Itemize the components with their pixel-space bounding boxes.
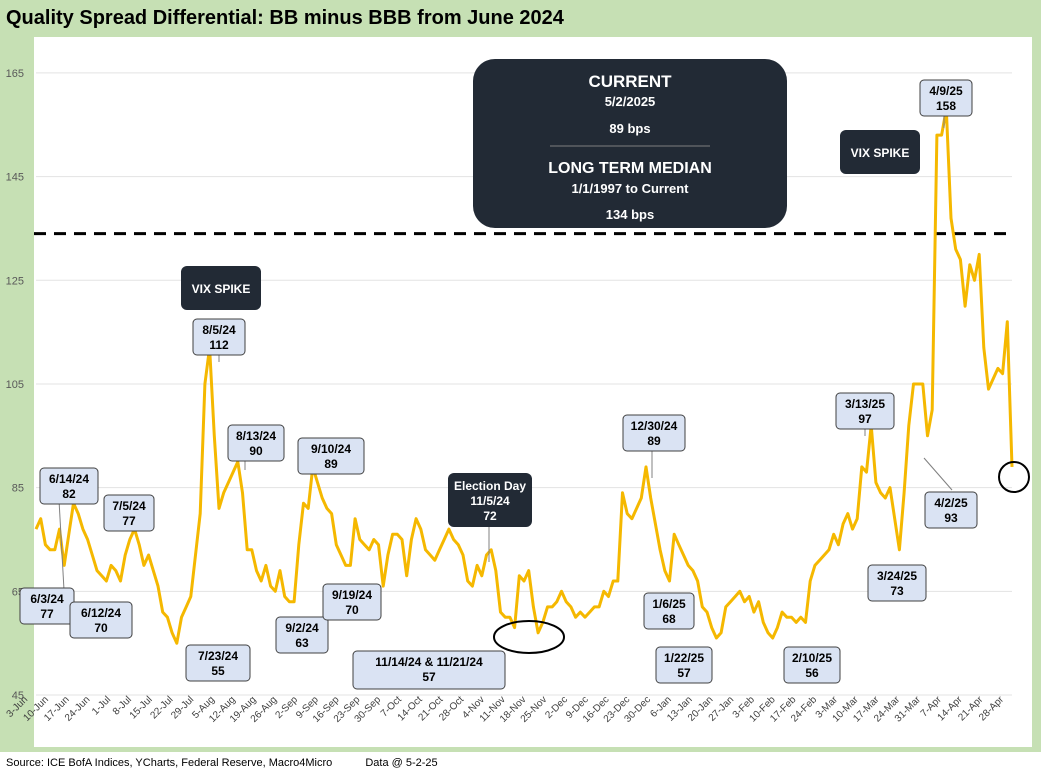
source-note: Source: ICE BofA Indices, YCharts, Feder… — [6, 757, 333, 769]
data-date: Data @ 5-2-25 — [365, 757, 438, 769]
current-label: CURRENT — [588, 72, 672, 91]
callout-date: 2/10/25 — [792, 651, 832, 665]
callout-date: 9/19/24 — [332, 588, 372, 602]
y-tick-label: 45 — [12, 690, 24, 702]
median-label: LONG TERM MEDIAN — [548, 160, 712, 177]
current-date: 5/2/2025 — [605, 94, 656, 109]
x-tick-label: 28-Apr — [977, 694, 1006, 723]
callout-date: 6/12/24 — [81, 606, 121, 620]
info-box: CURRENT 5/2/2025 89 bps LONG TERM MEDIAN… — [473, 59, 787, 228]
x-tick-label: 2-Sep — [273, 694, 300, 721]
callout-value: 89 — [324, 457, 338, 471]
callout-date: 8/13/24 — [236, 429, 276, 443]
chart-title: Quality Spread Differential: BB minus BB… — [6, 7, 564, 29]
x-tick-label: 15-Jul — [128, 694, 155, 721]
callout-date: 1/22/25 — [664, 651, 704, 665]
y-tick-label: 165 — [6, 68, 24, 80]
series-line — [34, 107, 1014, 645]
callout-date: 8/5/24 — [202, 323, 236, 337]
y-tick-label: 105 — [6, 379, 24, 391]
callout-date: 7/5/24 — [112, 499, 146, 513]
callout-date: 1/6/25 — [652, 597, 686, 611]
y-tick-label: 145 — [6, 172, 24, 184]
callout-date: 3/24/25 — [877, 569, 917, 583]
x-tick-label: 29-Jul — [169, 694, 196, 721]
election-value: 72 — [483, 509, 497, 523]
callout-value: 82 — [62, 487, 76, 501]
median-range: 1/1/1997 to Current — [571, 181, 689, 196]
x-axis: 3-Jun10-Jun17-Jun24-Jun1-Jul8-Jul15-Jul2… — [5, 694, 1007, 725]
vix-spike-label-apr: VIX SPIKE — [851, 146, 910, 160]
election-title: Election Day — [454, 479, 526, 493]
callout-value: 90 — [249, 444, 263, 458]
callout-value: 70 — [345, 603, 359, 617]
callout-date: 4/2/25 — [934, 496, 968, 510]
callout-value: 57 — [677, 666, 691, 680]
callout-date: 3/13/25 — [845, 397, 885, 411]
median-value: 134 bps — [606, 207, 654, 222]
callout-date: 11/14/24 & 11/21/24 — [375, 655, 483, 669]
vix-spike-box-aug: VIX SPIKE — [181, 266, 261, 310]
callout-value: 55 — [211, 664, 225, 678]
election-day-box: Election Day 11/5/24 72 — [448, 473, 532, 527]
callout-value: 89 — [647, 434, 661, 448]
callout-value: 63 — [295, 636, 309, 650]
callout-value: 77 — [122, 514, 136, 528]
callout-date: 7/23/24 — [198, 649, 238, 663]
leader-lines — [58, 114, 953, 591]
callout-date: 12/30/24 — [631, 419, 678, 433]
callout-value: 70 — [94, 621, 108, 635]
low-ellipse-marker — [493, 620, 565, 654]
y-tick-label: 85 — [12, 483, 24, 495]
election-date: 11/5/24 — [470, 494, 510, 508]
callout-value: 73 — [890, 584, 904, 598]
x-tick-label: 1-Jul — [90, 694, 113, 717]
callout-value: 93 — [944, 511, 958, 525]
vix-spike-box-apr: VIX SPIKE — [840, 130, 920, 174]
vix-spike-label-aug: VIX SPIKE — [192, 282, 251, 296]
y-tick-label: 125 — [6, 275, 24, 287]
x-tick-label: 2-Dec — [543, 694, 570, 721]
callout-value: 77 — [40, 607, 54, 621]
callout-value: 56 — [805, 666, 819, 680]
current-circle-marker — [998, 461, 1030, 493]
callout-value: 97 — [858, 412, 872, 426]
callout-value: 57 — [422, 670, 436, 684]
callout-value: 68 — [662, 612, 676, 626]
callout-date: 4/9/25 — [929, 84, 963, 98]
callout-value: 112 — [209, 338, 229, 352]
x-tick-label: 22-Jul — [148, 694, 175, 721]
callout-date: 6/3/24 — [30, 592, 64, 606]
callout-date: 9/2/24 — [285, 621, 319, 635]
callout-date: 6/14/24 — [49, 472, 89, 486]
current-value: 89 bps — [609, 121, 650, 136]
callout-date: 9/10/24 — [311, 442, 351, 456]
footer: Source: ICE BofA Indices, YCharts, Feder… — [6, 753, 438, 773]
callout-value: 158 — [936, 99, 956, 113]
